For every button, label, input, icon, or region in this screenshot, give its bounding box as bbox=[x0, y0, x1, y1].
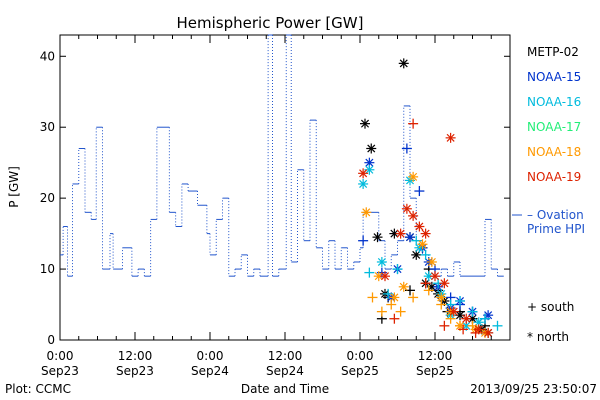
noaa-19-north-point bbox=[483, 327, 494, 338]
ovation-legend-line2: Prime HPI bbox=[527, 222, 585, 236]
noaa-18-north-point bbox=[389, 292, 400, 303]
noaa-19-north-point bbox=[414, 221, 425, 232]
metp-02-north-point bbox=[398, 58, 409, 69]
noaa-18-north-point bbox=[426, 256, 437, 267]
footer-timestamp: 2013/09/25 23:50:07 bbox=[470, 382, 597, 396]
y-tick-label: 20 bbox=[40, 191, 55, 205]
noaa-15-south-point bbox=[401, 143, 412, 154]
x-tick-date-label: Sep25 bbox=[341, 364, 379, 378]
legend-noaa-15: NOAA-15 bbox=[527, 70, 581, 84]
metp-02-north-point bbox=[372, 232, 383, 243]
x-tick-time-label: 0:00 bbox=[197, 349, 224, 363]
legend: METP-02 NOAA-15 NOAA-16 NOAA-17 NOAA-18 NOAA-… bbox=[527, 45, 581, 184]
legend-metp-02: METP-02 bbox=[527, 45, 579, 59]
metp-02-north-point bbox=[360, 118, 370, 129]
ovation-line-group bbox=[60, 34, 504, 277]
noaa-18-south-point bbox=[367, 292, 378, 303]
noaa-16-south-point bbox=[492, 320, 503, 331]
noaa-15-north-point bbox=[405, 232, 415, 243]
y-tick-label: 40 bbox=[40, 49, 55, 63]
legend-noaa-18: NOAA-18 bbox=[527, 145, 581, 159]
noaa-18-north-point bbox=[398, 281, 409, 292]
legend-noaa-19: NOAA-19 bbox=[527, 170, 581, 184]
noaa-19-north-point bbox=[445, 132, 456, 143]
noaa-18-north-point bbox=[408, 171, 419, 182]
x-tick-date-label: Sep23 bbox=[41, 364, 79, 378]
noaa-19-north-point bbox=[401, 203, 412, 214]
noaa-18-south-point bbox=[395, 306, 406, 317]
noaa-15-south-point bbox=[414, 186, 425, 197]
noaa-19-south-point bbox=[408, 118, 419, 129]
x-tick-time-label: 0:00 bbox=[47, 349, 74, 363]
noaa-19-north-point bbox=[448, 306, 459, 317]
y-tick-label: 30 bbox=[40, 120, 55, 134]
noaa-18-south-point bbox=[423, 285, 434, 296]
south-marker-legend: + south bbox=[527, 300, 574, 314]
footer-credit: Plot: CCMC bbox=[5, 382, 71, 396]
noaa-19-north-point bbox=[461, 313, 472, 324]
x-tick-date-label: Sep25 bbox=[416, 364, 454, 378]
y-tick-label: 0 bbox=[47, 333, 55, 347]
noaa-16-south-point bbox=[392, 264, 403, 275]
y-axis-label: P [GW] bbox=[7, 166, 21, 208]
x-tick-time-label: 12:00 bbox=[268, 349, 303, 363]
x-tick-date-label: Sep24 bbox=[266, 364, 304, 378]
satellite-marker-group bbox=[358, 58, 503, 338]
x-axis-label: Date and Time bbox=[241, 382, 329, 396]
metp-02-north-point bbox=[366, 143, 377, 154]
noaa-16-south-point bbox=[455, 295, 465, 306]
noaa-19-north-point bbox=[420, 228, 431, 239]
noaa-19-north-point bbox=[439, 278, 450, 289]
north-marker-legend: * north bbox=[527, 330, 569, 344]
x-tick-time-label: 0:00 bbox=[347, 349, 374, 363]
noaa-19-south-point bbox=[389, 313, 400, 324]
legend-noaa-17: NOAA-17 bbox=[527, 120, 581, 134]
noaa-18-south-point bbox=[408, 292, 419, 303]
x-tick-time-label: 12:00 bbox=[118, 349, 153, 363]
y-tick-label: 10 bbox=[40, 262, 55, 276]
chart-title: Hemispheric Power [GW] bbox=[177, 14, 364, 32]
noaa-16-south-point bbox=[364, 267, 375, 278]
x-axis-ticks: 0:00Sep2312:00Sep230:00Sep2412:00Sep240:… bbox=[41, 35, 511, 378]
noaa-19-south-point bbox=[439, 320, 450, 331]
noaa-15-south-point bbox=[358, 235, 369, 246]
x-tick-time-label: 12:00 bbox=[418, 349, 453, 363]
noaa-19-north-point bbox=[430, 271, 440, 282]
noaa-19-south-point bbox=[458, 324, 469, 335]
noaa-18-north-point bbox=[436, 292, 447, 303]
noaa-19-south-point bbox=[420, 278, 431, 289]
noaa-19-north-point bbox=[473, 324, 484, 335]
legend-noaa-16: NOAA-16 bbox=[527, 95, 581, 109]
noaa-19-north-point bbox=[380, 271, 390, 282]
noaa-19-north-point bbox=[358, 168, 369, 179]
ovation-legend-line1: – Ovation bbox=[527, 208, 584, 222]
noaa-19-north-point bbox=[408, 210, 419, 221]
y-axis-ticks: 0 10 20 30 40 bbox=[40, 49, 510, 347]
noaa-18-north-point bbox=[361, 207, 372, 218]
noaa-18-north-point bbox=[417, 239, 428, 250]
noaa-16-south-point bbox=[420, 249, 431, 260]
noaa-16-north-point bbox=[358, 178, 369, 189]
x-tick-date-label: Sep24 bbox=[191, 364, 229, 378]
noaa-18-south-point bbox=[376, 306, 387, 317]
noaa-16-north-point bbox=[376, 256, 387, 267]
x-tick-date-label: Sep23 bbox=[116, 364, 154, 378]
noaa-19-north-point bbox=[395, 228, 406, 239]
noaa-16-south-point bbox=[467, 306, 478, 317]
